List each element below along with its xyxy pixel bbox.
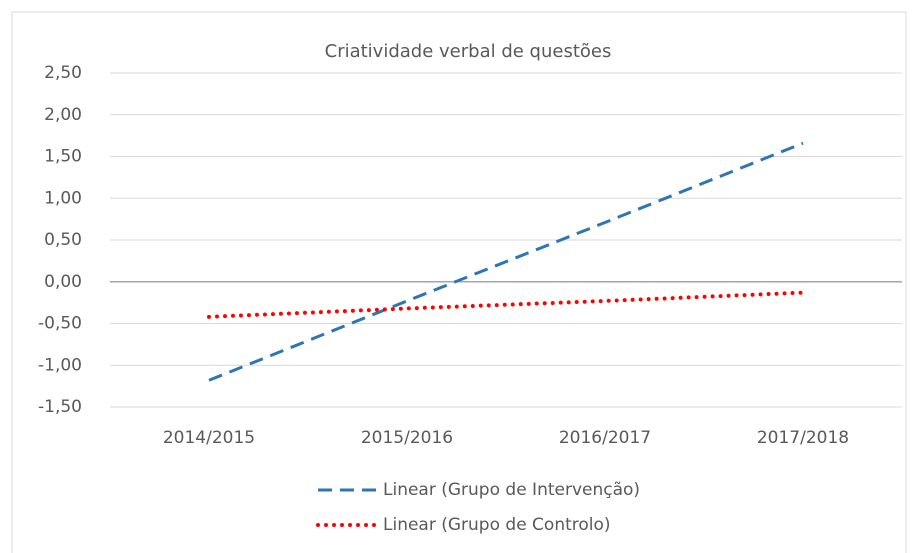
y-tick-label: -1,50 <box>38 397 82 417</box>
chart-title: Criatividade verbal de questões <box>325 41 612 62</box>
y-tick-label: 1,00 <box>44 188 82 208</box>
y-tick-label: 2,50 <box>44 63 82 83</box>
y-tick-label: 1,50 <box>44 147 82 167</box>
x-tick-label: 2015/2016 <box>361 428 453 448</box>
legend-label: Linear (Grupo de Controlo) <box>383 515 611 535</box>
x-tick-label: 2014/2015 <box>163 428 255 448</box>
y-tick-label: -0,50 <box>38 314 82 334</box>
series-line <box>207 290 805 319</box>
series-line <box>208 141 804 382</box>
y-tick-label: -1,00 <box>38 355 82 375</box>
y-tick-label: 0,50 <box>44 230 82 250</box>
x-tick-label: 2017/2018 <box>757 428 849 448</box>
y-tick-label: 2,00 <box>44 105 82 125</box>
legend-label: Linear (Grupo de Intervenção) <box>383 480 640 500</box>
x-tick-label: 2016/2017 <box>559 428 651 448</box>
y-tick-label: 0,00 <box>44 272 82 292</box>
